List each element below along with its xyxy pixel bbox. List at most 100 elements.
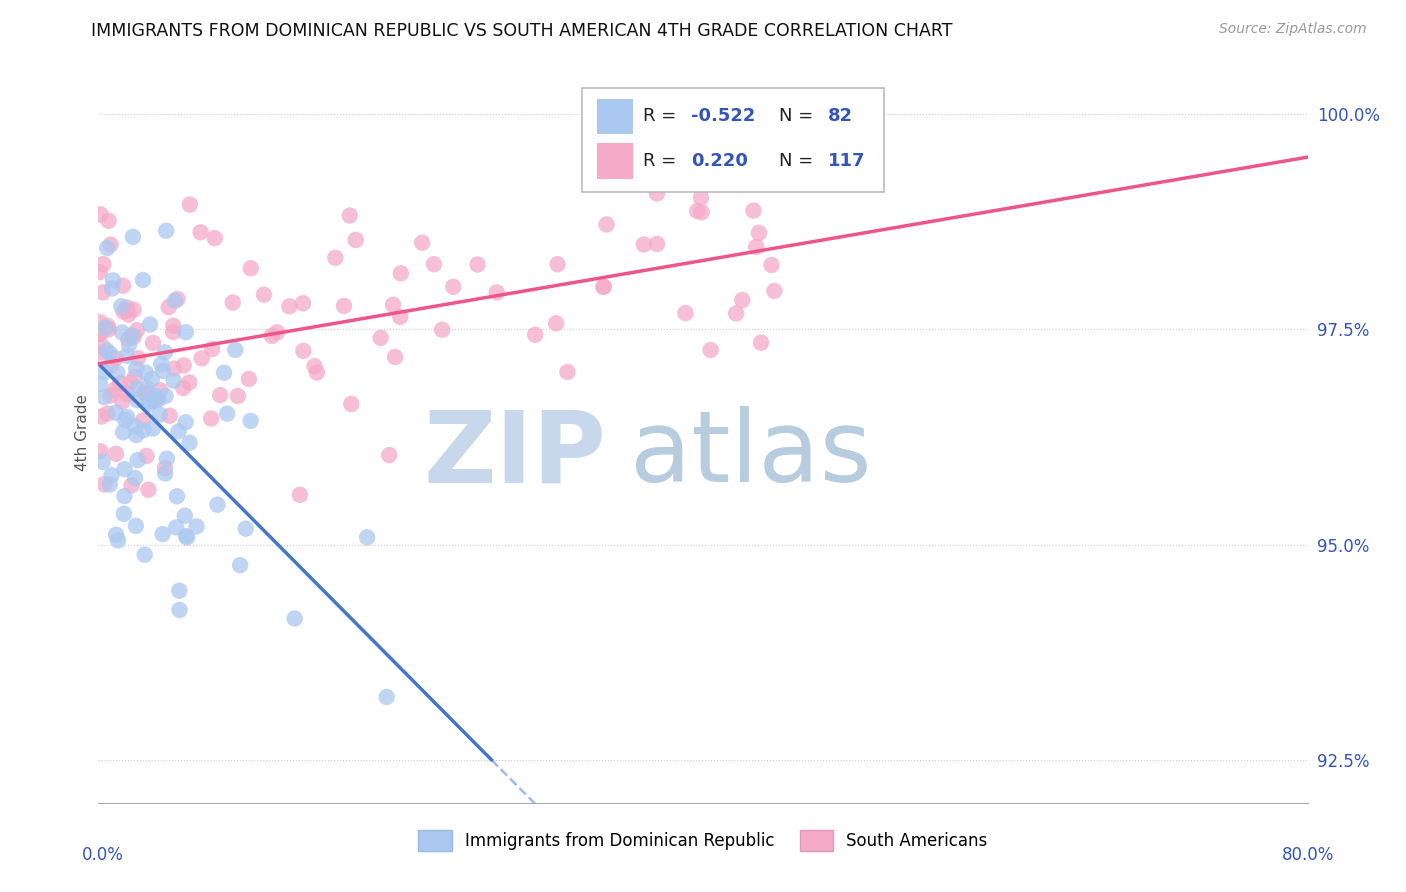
Point bbox=[166, 489, 188, 503]
Point bbox=[136, 381, 159, 395]
Y-axis label: 4th Grade: 4th Grade bbox=[75, 394, 90, 471]
Point bbox=[104, 406, 127, 420]
Point bbox=[112, 489, 135, 503]
Point bbox=[145, 393, 167, 408]
Point bbox=[101, 273, 124, 287]
Point bbox=[666, 162, 689, 177]
Point bbox=[96, 343, 118, 358]
Point bbox=[179, 435, 201, 450]
Point bbox=[118, 338, 141, 352]
Point bbox=[134, 548, 156, 562]
Point bbox=[224, 343, 246, 357]
Point bbox=[340, 397, 363, 411]
Point bbox=[124, 471, 146, 485]
Point bbox=[89, 265, 111, 279]
Point bbox=[97, 214, 120, 228]
Point bbox=[339, 209, 361, 223]
Point bbox=[125, 519, 148, 533]
Point bbox=[108, 376, 131, 391]
Point bbox=[141, 372, 163, 386]
Point bbox=[89, 326, 111, 341]
Point bbox=[90, 409, 112, 424]
Point bbox=[411, 235, 433, 250]
Point bbox=[112, 507, 135, 521]
Point bbox=[229, 558, 252, 573]
Point bbox=[112, 305, 135, 319]
Point bbox=[91, 257, 114, 271]
Point bbox=[115, 349, 138, 363]
Point bbox=[152, 364, 174, 378]
Point bbox=[134, 385, 156, 400]
Point bbox=[122, 329, 145, 343]
Point bbox=[96, 241, 118, 255]
Point bbox=[100, 358, 122, 372]
Text: R =: R = bbox=[643, 108, 682, 126]
Point bbox=[121, 328, 143, 343]
Point bbox=[485, 285, 508, 300]
Point bbox=[142, 335, 165, 350]
Legend: Immigrants from Dominican Republic, South Americans: Immigrants from Dominican Republic, Sout… bbox=[412, 823, 994, 857]
Point bbox=[153, 467, 176, 481]
Point bbox=[174, 415, 197, 429]
Point bbox=[761, 258, 783, 272]
Point bbox=[200, 411, 222, 425]
Point bbox=[163, 374, 186, 388]
Point bbox=[699, 343, 721, 357]
Point bbox=[100, 468, 122, 483]
Text: Source: ZipAtlas.com: Source: ZipAtlas.com bbox=[1219, 22, 1367, 37]
Point bbox=[389, 266, 412, 280]
Point bbox=[423, 257, 446, 271]
Point bbox=[165, 520, 187, 534]
Point bbox=[118, 376, 141, 390]
Point bbox=[304, 359, 326, 374]
Point bbox=[150, 357, 173, 371]
Text: N =: N = bbox=[779, 152, 820, 169]
Point bbox=[105, 528, 128, 542]
Point bbox=[89, 376, 111, 391]
Point bbox=[124, 370, 146, 384]
Point bbox=[89, 315, 111, 329]
Point bbox=[186, 519, 208, 533]
Point bbox=[201, 342, 224, 356]
Point bbox=[111, 278, 134, 293]
Point bbox=[100, 237, 122, 252]
Point bbox=[156, 451, 179, 466]
Point bbox=[209, 388, 232, 402]
Point bbox=[546, 316, 568, 330]
Text: 0.220: 0.220 bbox=[690, 152, 748, 169]
Point bbox=[592, 279, 614, 293]
Point bbox=[173, 359, 195, 373]
Bar bbox=[596, 99, 633, 135]
Point bbox=[204, 231, 226, 245]
Point bbox=[163, 361, 186, 376]
Point bbox=[132, 413, 155, 427]
Point bbox=[745, 240, 768, 254]
Point bbox=[176, 530, 198, 544]
Point bbox=[238, 372, 260, 386]
Point bbox=[93, 390, 115, 404]
Point bbox=[690, 205, 713, 219]
Point bbox=[105, 447, 128, 461]
Point bbox=[157, 300, 180, 314]
Point bbox=[174, 325, 197, 339]
Point bbox=[675, 306, 697, 320]
Point bbox=[173, 508, 195, 523]
Point bbox=[370, 331, 392, 345]
Point bbox=[155, 389, 177, 403]
Point bbox=[97, 322, 120, 336]
Point bbox=[384, 350, 406, 364]
Point bbox=[378, 448, 401, 462]
Point bbox=[94, 320, 117, 334]
Point bbox=[122, 302, 145, 317]
Point bbox=[89, 444, 111, 458]
Point bbox=[305, 366, 328, 380]
Point bbox=[284, 611, 307, 625]
Point bbox=[98, 477, 121, 491]
Point bbox=[153, 345, 176, 359]
Point bbox=[91, 455, 114, 469]
Point bbox=[235, 522, 257, 536]
Point bbox=[138, 483, 160, 497]
Point bbox=[645, 186, 668, 201]
Point bbox=[125, 382, 148, 396]
Point bbox=[557, 365, 579, 379]
